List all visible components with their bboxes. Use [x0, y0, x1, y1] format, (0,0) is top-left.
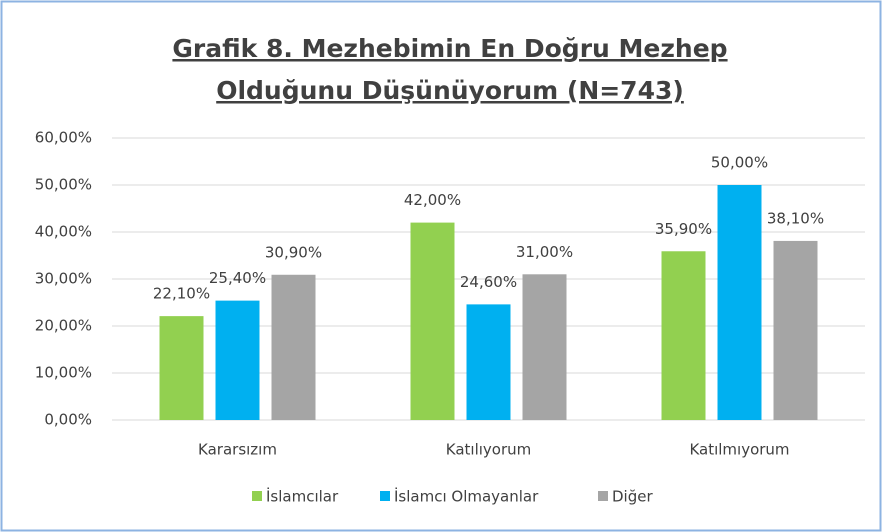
bar: [661, 251, 706, 420]
bar: [159, 316, 204, 420]
y-tick-label: 50,00%: [35, 176, 92, 194]
y-tick-label: 10,00%: [35, 364, 92, 382]
bar: [466, 304, 511, 420]
data-label: 42,00%: [404, 191, 461, 209]
y-tick-label: 40,00%: [35, 223, 92, 241]
legend-label: Diğer: [612, 488, 653, 506]
legend-swatch: [598, 491, 608, 501]
bar: [215, 300, 260, 420]
legend-label: İslamcı Olmayanlar: [394, 487, 539, 506]
y-tick-label: 0,00%: [44, 411, 92, 429]
data-label: 30,90%: [265, 243, 322, 261]
x-tick-label: Katılıyorum: [446, 441, 532, 459]
bar: [773, 240, 818, 420]
y-tick-label: 60,00%: [35, 129, 92, 147]
data-label: 35,90%: [655, 220, 712, 238]
x-tick-label: Katılmıyorum: [689, 441, 789, 459]
y-tick-label: 20,00%: [35, 317, 92, 335]
bar: [410, 222, 455, 420]
chart-title: Grafik 8. Mezhebimin En Doğru Mezhep: [172, 34, 727, 63]
data-label: 38,10%: [767, 209, 824, 227]
bar: [522, 274, 567, 420]
bar: [717, 185, 762, 420]
bar: [271, 274, 316, 420]
y-tick-label: 30,00%: [35, 270, 92, 288]
x-tick-label: Kararsızım: [198, 441, 277, 459]
data-label: 22,10%: [153, 285, 210, 303]
data-label: 25,40%: [209, 269, 266, 287]
legend-label: İslamcılar: [266, 487, 339, 506]
data-label: 24,60%: [460, 273, 517, 291]
data-label: 50,00%: [711, 154, 768, 172]
data-label: 31,00%: [516, 243, 573, 261]
legend-swatch: [380, 491, 390, 501]
chart-title: Olduğunu Düşünüyorum (N=743): [216, 76, 684, 105]
legend-swatch: [252, 491, 262, 501]
